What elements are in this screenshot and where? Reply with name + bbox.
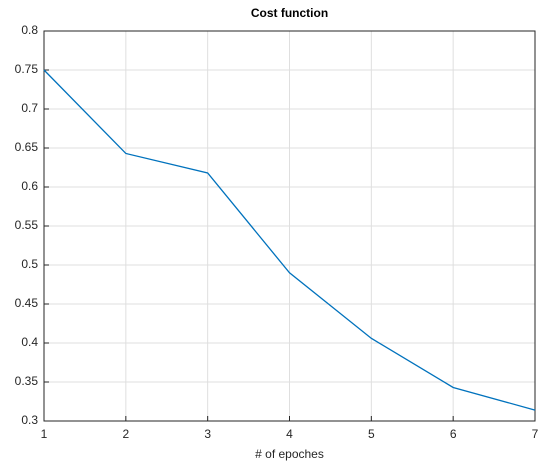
data-line bbox=[43, 69, 536, 411]
y-tick-label: 0.65 bbox=[15, 140, 39, 154]
y-tick-label: 0.75 bbox=[15, 62, 39, 76]
y-tick-label: 0.55 bbox=[15, 218, 39, 232]
x-tick-label: 5 bbox=[368, 427, 375, 441]
y-tick-label: 0.4 bbox=[21, 335, 38, 349]
y-tick-label: 0.6 bbox=[21, 179, 38, 193]
y-tick-label: 0.3 bbox=[21, 413, 38, 427]
y-tick-label: 0.8 bbox=[21, 23, 38, 37]
x-tick-label: 6 bbox=[450, 427, 457, 441]
plot-frame bbox=[43, 30, 536, 422]
x-tick-label: 1 bbox=[41, 427, 48, 441]
chart-title: Cost function bbox=[251, 6, 328, 20]
x-tick-label: 3 bbox=[204, 427, 211, 441]
y-tick-label: 0.35 bbox=[15, 374, 39, 388]
y-tick-label: 0.7 bbox=[21, 101, 38, 115]
y-tick-label: 0.5 bbox=[21, 257, 38, 271]
x-tick-label: 7 bbox=[532, 427, 539, 441]
x-tick-label: 4 bbox=[286, 427, 293, 441]
x-tick-label: 2 bbox=[122, 427, 129, 441]
y-tick-label: 0.45 bbox=[15, 296, 39, 310]
x-axis-label: # of epoches bbox=[255, 447, 324, 461]
